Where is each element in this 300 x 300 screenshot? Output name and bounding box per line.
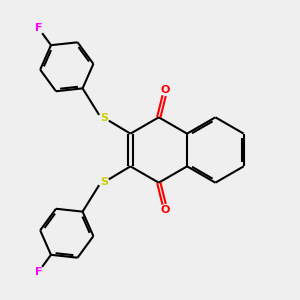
Text: O: O [161, 85, 170, 95]
Text: F: F [35, 267, 42, 277]
Text: S: S [100, 177, 108, 187]
Text: F: F [35, 23, 42, 33]
Text: S: S [100, 113, 108, 123]
Text: O: O [161, 205, 170, 214]
